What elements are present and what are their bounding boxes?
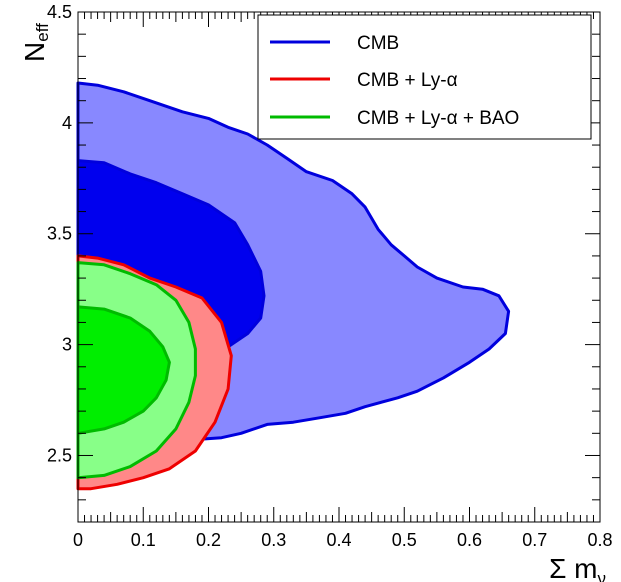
- y-tick-label: 3: [62, 335, 72, 355]
- x-tick-label: 0.1: [131, 530, 156, 550]
- y-tick-label: 2.5: [47, 445, 72, 465]
- contour-fills: [76, 81, 511, 491]
- x-tick-label: 0.5: [392, 530, 417, 550]
- x-tick-labels: 0 0.1 0.2 0.3 0.4 0.5 0.6 0.7 0.8: [73, 530, 613, 550]
- y-axis-title: Neff: [19, 23, 52, 62]
- x-tick-label: 0: [73, 530, 83, 550]
- legend-label-cmb-lya-bao: CMB + Ly-α + BAO: [357, 108, 519, 129]
- contour-68-cmb-lya-bao: [76, 305, 171, 435]
- x-tick-label: 0.4: [326, 530, 351, 550]
- y-tick-label: 4.5: [47, 2, 72, 22]
- x-tick-label: 0.8: [587, 530, 612, 550]
- y-tick-label: 4: [62, 113, 72, 133]
- x-tick-label: 0.6: [457, 530, 482, 550]
- x-tick-label: 0.3: [261, 530, 286, 550]
- legend-label-cmb: CMB: [357, 33, 399, 54]
- x-axis-title: Σ mν: [549, 553, 606, 582]
- y-tick-labels: 2.5 3 3.5 4 4.5: [47, 2, 72, 465]
- legend: CMB CMB + Ly-α CMB + Ly-α + BAO: [257, 14, 592, 140]
- legend-label-cmb-lya: CMB + Ly-α: [357, 70, 458, 91]
- x-tick-label: 0.7: [522, 530, 547, 550]
- y-axis-title-group: Neff: [19, 23, 52, 62]
- y-tick-label: 3.5: [47, 224, 72, 244]
- x-tick-label: 0.2: [196, 530, 221, 550]
